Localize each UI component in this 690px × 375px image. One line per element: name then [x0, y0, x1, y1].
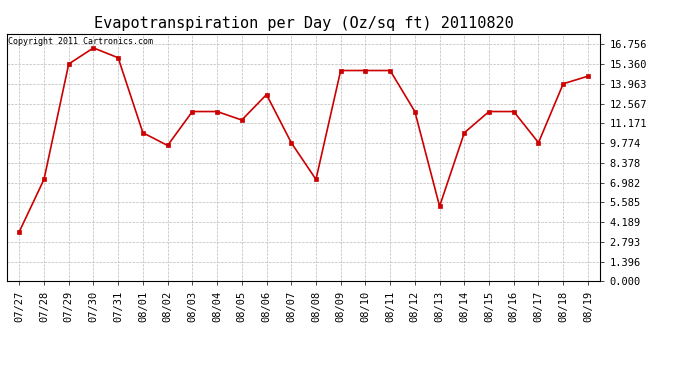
Text: Copyright 2011 Cartronics.com: Copyright 2011 Cartronics.com	[8, 38, 153, 46]
Title: Evapotranspiration per Day (Oz/sq ft) 20110820: Evapotranspiration per Day (Oz/sq ft) 20…	[94, 16, 513, 31]
